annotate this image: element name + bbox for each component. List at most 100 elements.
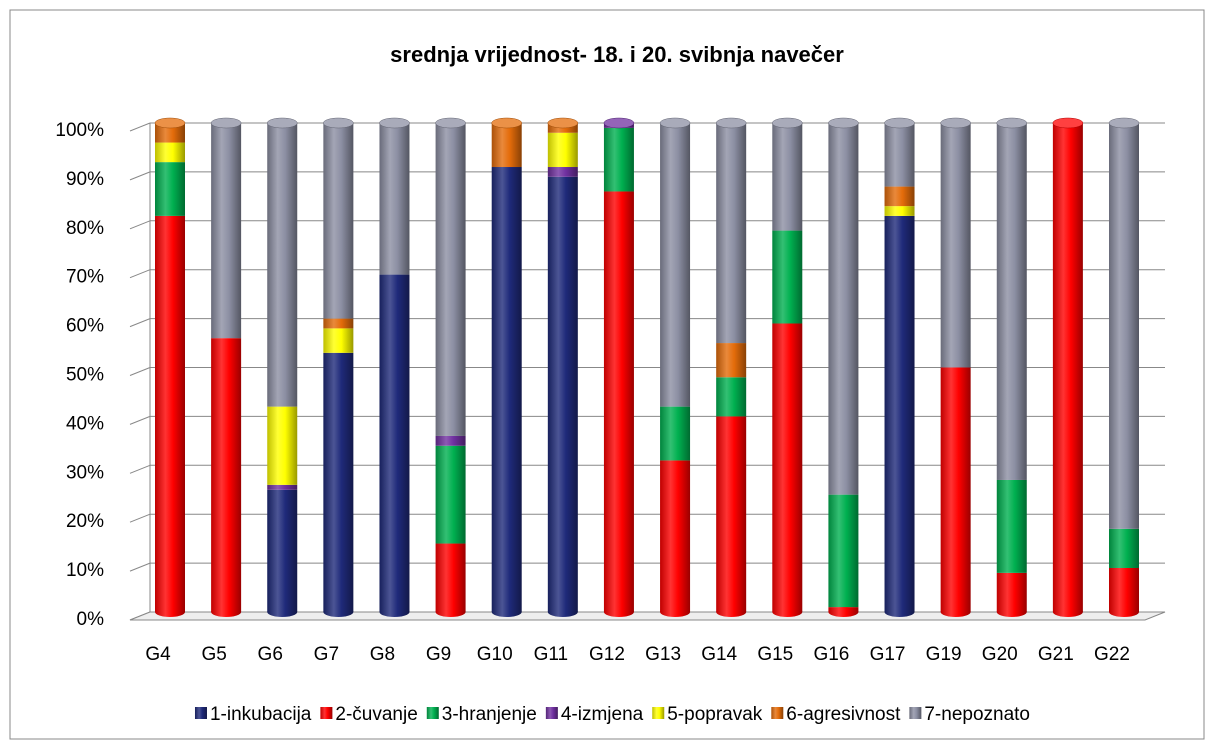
y-tick-label: 10%	[66, 560, 104, 581]
x-tick-label: G17	[870, 644, 906, 665]
grid-line	[129, 415, 151, 425]
bar-segment	[716, 123, 747, 344]
bar-segment	[1109, 528, 1139, 568]
y-tick-label: 80%	[66, 218, 104, 239]
x-tick-label: G10	[477, 644, 513, 665]
y-tick-label: 20%	[66, 511, 104, 532]
legend-label: 4-izmjena	[561, 704, 644, 725]
legend-label: 1-inkubacija	[210, 704, 312, 725]
bar-segment	[996, 479, 1027, 573]
bar-segment	[660, 406, 691, 461]
bar-segment	[267, 123, 298, 407]
grid-line	[129, 318, 151, 328]
bar-cap	[884, 117, 915, 129]
y-tick-label: 40%	[66, 413, 104, 434]
x-tick-label: G9	[426, 644, 451, 665]
y-tick-label: 0%	[77, 609, 105, 630]
bar-segment	[155, 215, 185, 612]
bar-cap	[996, 117, 1028, 129]
grid-line	[129, 367, 151, 376]
bar-segment	[379, 123, 410, 275]
bar-segment	[1052, 123, 1083, 612]
bar-segment	[267, 484, 298, 490]
grid-line	[129, 562, 151, 572]
bar-segment	[828, 607, 859, 612]
bar-segment	[155, 162, 185, 216]
bar-segment	[1109, 123, 1139, 529]
y-tick-label: 90%	[66, 169, 104, 190]
x-tick-label: G16	[813, 644, 849, 665]
bar-segment	[379, 274, 410, 612]
legend-swatch	[545, 707, 558, 719]
bar-segment	[267, 489, 298, 612]
x-tick-label: G11	[534, 644, 569, 665]
bar-cap	[940, 117, 971, 129]
bar-segment	[323, 318, 354, 329]
bar-segment	[267, 406, 298, 485]
bar-segment	[660, 460, 691, 612]
grid-line	[129, 269, 151, 279]
x-tick-label: G19	[926, 644, 962, 665]
x-tick-label: G14	[701, 644, 737, 665]
y-tick-label: 50%	[66, 365, 104, 386]
x-tick-label: G12	[589, 644, 625, 665]
bar-segment	[547, 167, 578, 177]
x-tick-label: G13	[645, 644, 681, 665]
bar-cap	[323, 117, 354, 129]
y-tick-label: 60%	[66, 316, 104, 337]
legend-swatch	[194, 707, 207, 719]
x-tick-label: G5	[201, 644, 226, 665]
bar-segment	[603, 191, 634, 612]
legend-label: 3-hranjenje	[442, 704, 537, 725]
bar-cap	[715, 117, 747, 129]
bar-segment	[828, 494, 859, 608]
bar-segment	[491, 123, 522, 168]
grid-line	[129, 220, 151, 230]
bar-segment	[828, 123, 859, 495]
bar-segment	[884, 206, 915, 216]
bar-segment	[996, 123, 1027, 480]
x-tick-label: G4	[145, 644, 171, 665]
bar-segment	[1109, 567, 1139, 612]
bar-segment	[603, 127, 634, 192]
bar-segment	[323, 123, 354, 319]
legend-swatch	[909, 707, 922, 719]
bar-segment	[996, 572, 1027, 612]
bar-cap	[435, 117, 466, 129]
bar-segment	[772, 323, 803, 612]
grid-line	[129, 513, 151, 523]
bar-segment	[323, 328, 354, 353]
bar-segment	[435, 445, 466, 544]
bar-segment	[435, 543, 466, 612]
legend-label: 7-nepoznato	[924, 704, 1030, 725]
bar-segment	[660, 123, 691, 407]
bar-segment	[211, 338, 242, 612]
y-tick-label: 100%	[55, 120, 104, 141]
grid-line	[129, 122, 151, 132]
bar-segment	[884, 215, 915, 612]
bar-segment	[435, 435, 466, 446]
legend-label: 2-čuvanje	[335, 704, 417, 725]
legend-swatch	[426, 707, 439, 719]
bar-segment	[211, 123, 242, 339]
legend-swatch	[771, 707, 784, 719]
bar-cap	[547, 117, 579, 129]
y-tick-label: 30%	[66, 462, 104, 483]
bar-segment	[323, 352, 354, 612]
legend-swatch	[652, 707, 665, 719]
bar-cap	[1108, 117, 1140, 129]
x-tick-label: G6	[258, 644, 283, 665]
bar-segment	[155, 123, 185, 143]
grid-line	[129, 464, 151, 474]
legend-label: 6-agresivnost	[786, 704, 901, 725]
x-tick-label: G7	[314, 644, 339, 665]
bar-segment	[547, 132, 578, 168]
bar-segment	[716, 343, 747, 378]
x-tick-label: G21	[1038, 644, 1074, 665]
bar-segment	[547, 176, 578, 613]
bar-cap	[379, 117, 410, 129]
bar-segment	[491, 167, 522, 612]
bar-segment	[940, 123, 971, 368]
bar-segment	[435, 123, 466, 436]
